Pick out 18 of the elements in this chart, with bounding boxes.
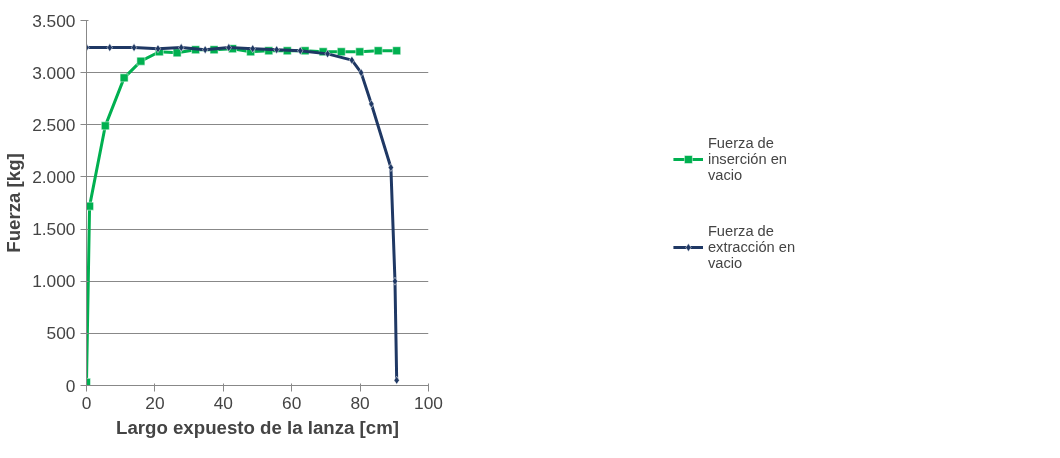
y-tick-label: 2.000 — [32, 166, 76, 187]
x-tick-label: 0 — [81, 392, 92, 413]
x-tick-label: 40 — [213, 392, 233, 413]
y-tick-label: 3.000 — [32, 62, 76, 83]
y-tick-label: 0 — [65, 375, 76, 396]
y-tick-label: 1.000 — [32, 271, 76, 292]
y-tick-label: 500 — [46, 323, 76, 344]
legend-label: Fuerza de extracción en vacio — [707, 222, 796, 271]
x-tick-label: 20 — [145, 392, 165, 413]
y-tick-label: 2.500 — [32, 114, 76, 135]
x-tick-label: 80 — [350, 392, 370, 413]
x-tick-label: 100 — [414, 392, 443, 413]
x-tick-label: 60 — [282, 392, 302, 413]
y-axis-title: Fuerza [kg] — [3, 153, 25, 253]
legend-label: Fuerza de inserción en vacio — [707, 134, 787, 183]
x-axis-title: Largo expuesto de la lanza [cm] — [115, 416, 400, 438]
y-tick-label: 3.500 — [32, 10, 76, 31]
y-tick-label: 1.500 — [32, 219, 76, 240]
